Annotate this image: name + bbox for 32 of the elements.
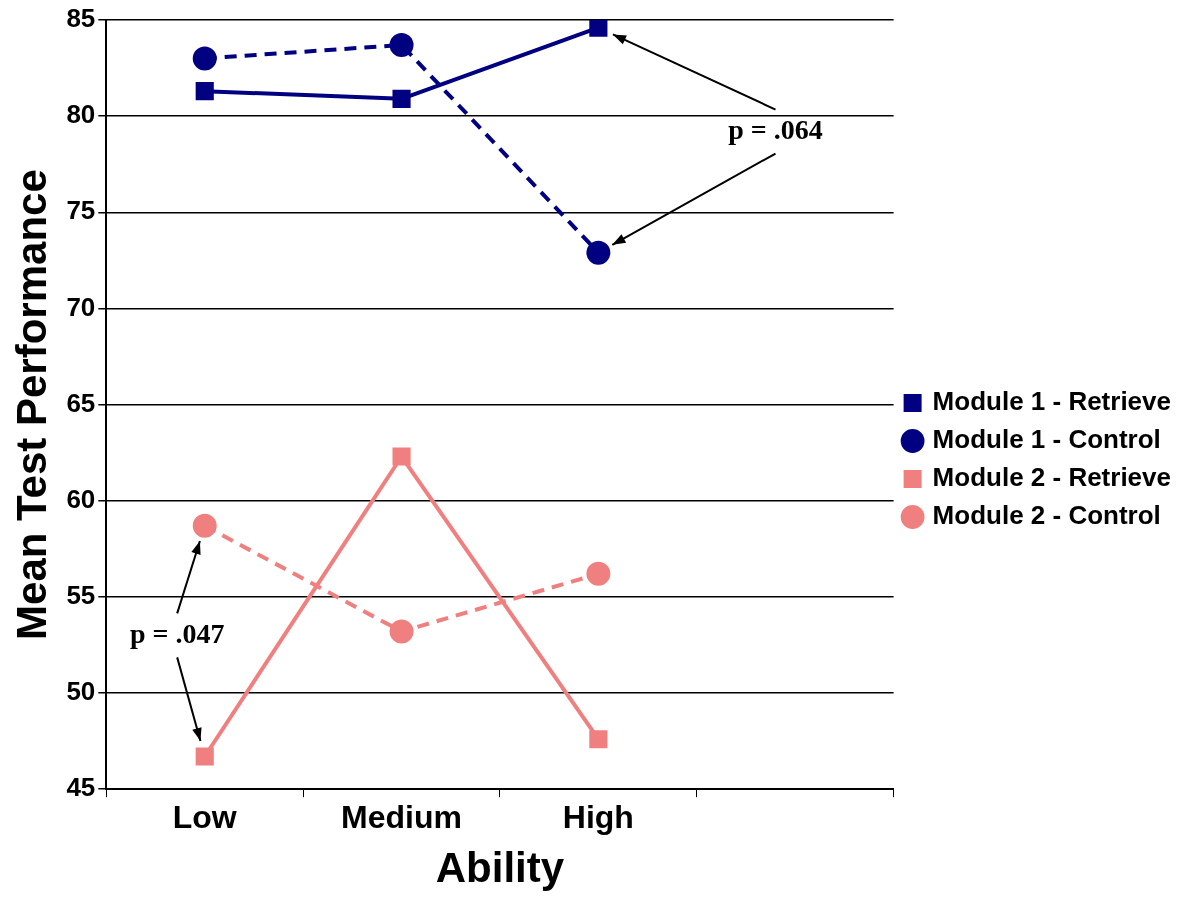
x-tick-label: High: [562, 799, 634, 836]
point: [586, 561, 611, 586]
legend-label: Module 2 - Retrieve: [932, 462, 1172, 493]
point: [392, 89, 411, 108]
y-tick-label: 65: [66, 387, 96, 418]
y-tick-label: 70: [66, 291, 96, 322]
y-tick-label: 55: [66, 580, 96, 611]
point: [389, 619, 414, 644]
point: [192, 46, 217, 71]
y-tick-label: 75: [66, 195, 96, 226]
legend-label: Module 1 - Retrieve: [932, 386, 1172, 417]
point: [589, 20, 608, 37]
point: [195, 82, 214, 101]
point: [389, 33, 414, 57]
legend-label: Module 1 - Control: [932, 424, 1161, 455]
y-tick-label: 85: [66, 3, 96, 34]
x-tick-label: Medium: [341, 799, 462, 836]
y-tick-label: 80: [66, 99, 96, 130]
point: [589, 730, 608, 749]
legend-label: Module 2 - Control: [932, 500, 1161, 531]
y-tick-label: 60: [66, 483, 96, 514]
point: [192, 513, 217, 538]
point: [195, 747, 214, 766]
x-axis-title: Ability: [435, 844, 565, 892]
annotation: p = .047: [129, 617, 225, 649]
y-tick-label: 50: [66, 676, 96, 707]
y-axis-title: Mean Test Performance: [7, 169, 55, 640]
x-tick-label: Low: [172, 799, 237, 836]
annotation: p = .064: [728, 113, 823, 145]
y-tick-label: 45: [66, 772, 96, 803]
point: [586, 240, 611, 265]
point: [392, 447, 411, 466]
